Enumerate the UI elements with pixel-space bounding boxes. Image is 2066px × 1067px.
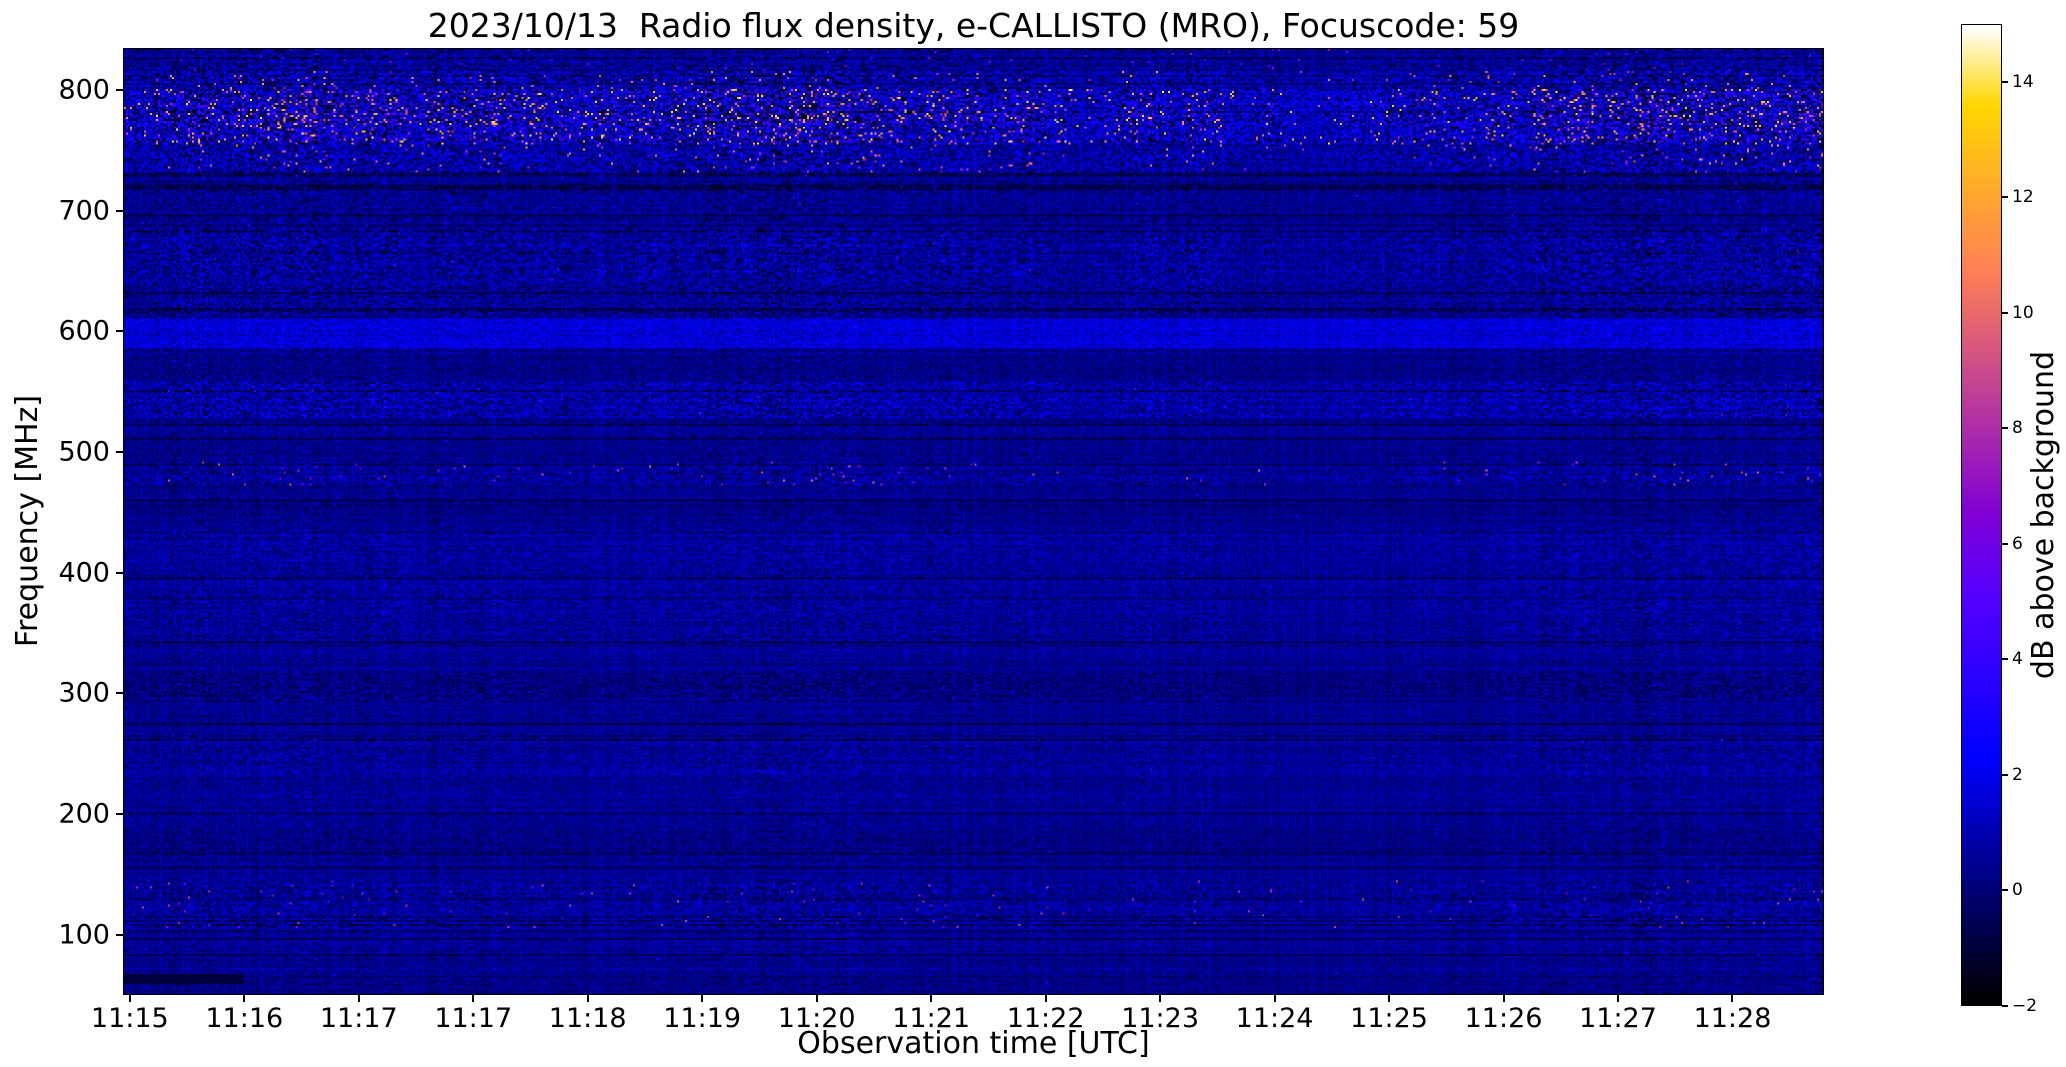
x-tick-label: 11:26 bbox=[1464, 1003, 1543, 1034]
y-tick-mark bbox=[116, 330, 123, 333]
chart-title: 2023/10/13 Radio flux density, e-CALLIST… bbox=[427, 6, 1520, 45]
colorbar-tick-mark bbox=[2002, 542, 2008, 545]
y-tick-mark bbox=[116, 692, 123, 695]
x-tick-mark bbox=[472, 995, 475, 1002]
x-tick-mark bbox=[815, 995, 818, 1002]
spectrogram-heatmap bbox=[124, 49, 1823, 994]
x-tick-label: 11:24 bbox=[1235, 1003, 1314, 1034]
x-axis-label: Observation time [UTC] bbox=[797, 1026, 1150, 1061]
y-tick-label: 500 bbox=[58, 436, 110, 468]
colorbar-tick-label: 8 bbox=[2012, 418, 2023, 439]
x-tick-mark bbox=[357, 995, 360, 1002]
y-tick-mark bbox=[116, 89, 123, 92]
y-tick-mark bbox=[116, 571, 123, 574]
x-tick-label: 11:16 bbox=[205, 1003, 284, 1034]
x-tick-mark bbox=[586, 995, 589, 1002]
y-tick-label: 100 bbox=[58, 919, 110, 951]
x-tick-label: 11:18 bbox=[548, 1003, 627, 1034]
colorbar-tick-label: 6 bbox=[2012, 533, 2023, 554]
x-tick-mark bbox=[1731, 995, 1734, 1002]
colorbar-tick-mark bbox=[2002, 80, 2008, 83]
y-tick-mark bbox=[116, 209, 123, 212]
y-tick-mark bbox=[116, 813, 123, 816]
y-tick-label: 600 bbox=[58, 315, 110, 347]
x-tick-mark bbox=[1502, 995, 1505, 1002]
colorbar-tick-label: 14 bbox=[2012, 71, 2034, 92]
x-tick-mark bbox=[701, 995, 704, 1002]
y-tick-mark bbox=[116, 451, 123, 454]
x-tick-label: 11:28 bbox=[1693, 1003, 1772, 1034]
x-tick-mark bbox=[243, 995, 246, 1002]
spectrogram-plot bbox=[123, 48, 1824, 995]
x-tick-label: 11:23 bbox=[1121, 1003, 1199, 1034]
colorbar bbox=[1961, 24, 2002, 1006]
y-tick-label: 400 bbox=[58, 557, 110, 589]
colorbar-tick-mark bbox=[2002, 658, 2008, 661]
x-tick-mark bbox=[1273, 995, 1276, 1002]
colorbar-tick-label: 0 bbox=[2012, 880, 2023, 901]
x-tick-label: 11:19 bbox=[663, 1003, 742, 1034]
y-axis-label: Frequency [MHz] bbox=[10, 394, 45, 648]
colorbar-tick-mark bbox=[2002, 889, 2008, 892]
colorbar-tick-mark bbox=[2002, 1005, 2008, 1007]
x-tick-mark bbox=[128, 995, 131, 1002]
colorbar-gradient bbox=[1962, 25, 2001, 1005]
x-tick-mark bbox=[1159, 995, 1162, 1002]
x-tick-label: 11:15 bbox=[90, 1003, 169, 1034]
y-tick-mark bbox=[116, 933, 123, 936]
x-tick-label: 11:27 bbox=[1579, 1003, 1657, 1034]
colorbar-tick-mark bbox=[2002, 196, 2008, 199]
colorbar-tick-label: 4 bbox=[2012, 649, 2023, 670]
y-tick-label: 700 bbox=[58, 195, 110, 227]
y-tick-label: 300 bbox=[58, 677, 110, 709]
x-tick-label: 11:25 bbox=[1350, 1003, 1428, 1034]
colorbar-tick-mark bbox=[2002, 427, 2008, 430]
colorbar-tick-label: 12 bbox=[2012, 187, 2034, 208]
y-tick-label: 800 bbox=[58, 74, 110, 106]
colorbar-tick-label: −2 bbox=[2012, 996, 2038, 1016]
x-tick-mark bbox=[1617, 995, 1619, 1002]
colorbar-label: dB above background bbox=[2026, 350, 2061, 680]
x-tick-mark bbox=[1388, 995, 1391, 1002]
colorbar-tick-label: 10 bbox=[2012, 302, 2034, 323]
colorbar-tick-mark bbox=[2002, 311, 2008, 314]
x-tick-mark bbox=[1044, 995, 1047, 1002]
colorbar-tick-mark bbox=[2002, 773, 2008, 776]
x-tick-label: 11:17 bbox=[434, 1003, 513, 1034]
x-tick-label: 11:20 bbox=[777, 1003, 856, 1034]
x-tick-label: 11:21 bbox=[892, 1003, 971, 1034]
x-tick-label: 11:17 bbox=[319, 1003, 398, 1034]
colorbar-tick-label: 2 bbox=[2012, 764, 2023, 785]
x-tick-mark bbox=[930, 995, 933, 1002]
x-tick-label: 11:22 bbox=[1006, 1003, 1085, 1034]
y-tick-label: 200 bbox=[58, 798, 110, 830]
